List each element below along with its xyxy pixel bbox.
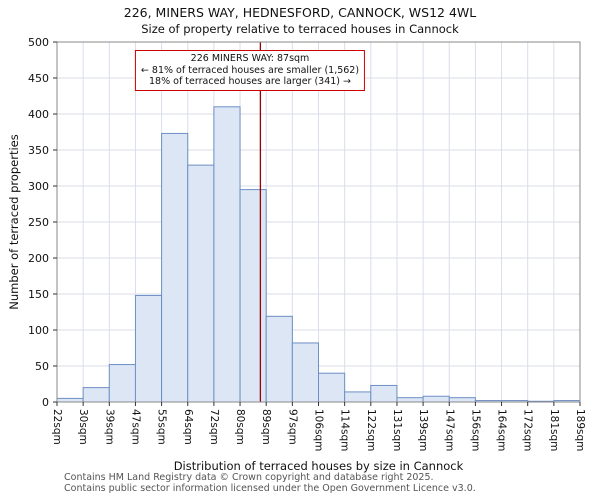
y-tick-label: 300 — [28, 180, 49, 193]
x-tick-label: 131sqm — [391, 409, 403, 451]
x-tick-label: 114sqm — [339, 409, 351, 451]
y-tick-label: 350 — [28, 144, 49, 157]
footer-attribution-hmlr: Contains HM Land Registry data © Crown c… — [64, 472, 434, 483]
y-tick-label: 50 — [35, 360, 49, 373]
chart-subtitle: Size of property relative to terraced ho… — [141, 22, 459, 36]
bar — [82, 387, 110, 403]
x-tick-label: 139sqm — [417, 409, 429, 451]
bar — [187, 164, 215, 403]
x-tick-label: 147sqm — [443, 409, 455, 451]
bar — [239, 189, 267, 403]
bar — [161, 132, 189, 403]
y-tick-label: 500 — [28, 36, 49, 49]
bar — [448, 397, 476, 403]
x-tick-label: 64sqm — [182, 409, 194, 445]
y-tick-label: 100 — [28, 324, 49, 337]
x-tick-label: 156sqm — [469, 409, 481, 451]
bar — [108, 364, 136, 403]
bar — [291, 342, 320, 403]
y-axis-label: Number of terraced properties — [7, 134, 21, 310]
x-tick-label: 47sqm — [129, 409, 141, 445]
chart-title: 226, MINERS WAY, HEDNESFORD, CANNOCK, WS… — [123, 5, 477, 20]
x-tick-label: 39sqm — [103, 409, 115, 445]
x-tick-label: 97sqm — [286, 409, 298, 445]
annotation-smaller-pct: ← 81% of terraced houses are smaller (1,… — [140, 64, 360, 76]
x-axis-label: Distribution of terraced houses by size … — [173, 459, 464, 473]
bar — [370, 384, 398, 403]
y-tick-label: 200 — [28, 252, 49, 265]
annotation-box: 226 MINERS WAY: 87sqm ← 81% of terraced … — [134, 50, 366, 91]
y-tick-label: 400 — [28, 108, 49, 121]
bar — [134, 294, 163, 403]
x-tick-label: 181sqm — [548, 409, 560, 451]
bar — [213, 106, 241, 403]
y-tick-label: 250 — [28, 216, 49, 229]
y-tick-label: 450 — [28, 72, 49, 85]
x-tick-label: 22sqm — [51, 409, 63, 445]
x-tick-label: 189sqm — [574, 409, 586, 451]
x-tick-label: 89sqm — [260, 409, 272, 445]
annotation-larger-pct: 18% of terraced houses are larger (341) … — [148, 76, 351, 87]
bar — [344, 391, 372, 403]
x-tick-label: 172sqm — [522, 409, 534, 451]
x-tick-label: 122sqm — [365, 409, 377, 451]
x-tick-label: 30sqm — [77, 409, 89, 445]
x-tick-label: 80sqm — [234, 409, 246, 445]
y-tick-label: 150 — [28, 288, 49, 301]
x-tick-label: 106sqm — [313, 409, 325, 451]
x-tick-label: 72sqm — [208, 409, 220, 445]
bar — [56, 397, 84, 403]
bar — [396, 397, 424, 403]
x-tick-label: 164sqm — [496, 409, 508, 451]
bar — [422, 395, 450, 403]
bar — [318, 372, 346, 403]
y-tick-label: 0 — [42, 396, 49, 409]
x-tick-label: 55sqm — [156, 409, 168, 445]
footer-attribution-ogl: Contains public sector information licen… — [64, 483, 476, 494]
annotation-property-size: 226 MINERS WAY: 87sqm — [190, 53, 310, 64]
bar — [265, 315, 293, 403]
